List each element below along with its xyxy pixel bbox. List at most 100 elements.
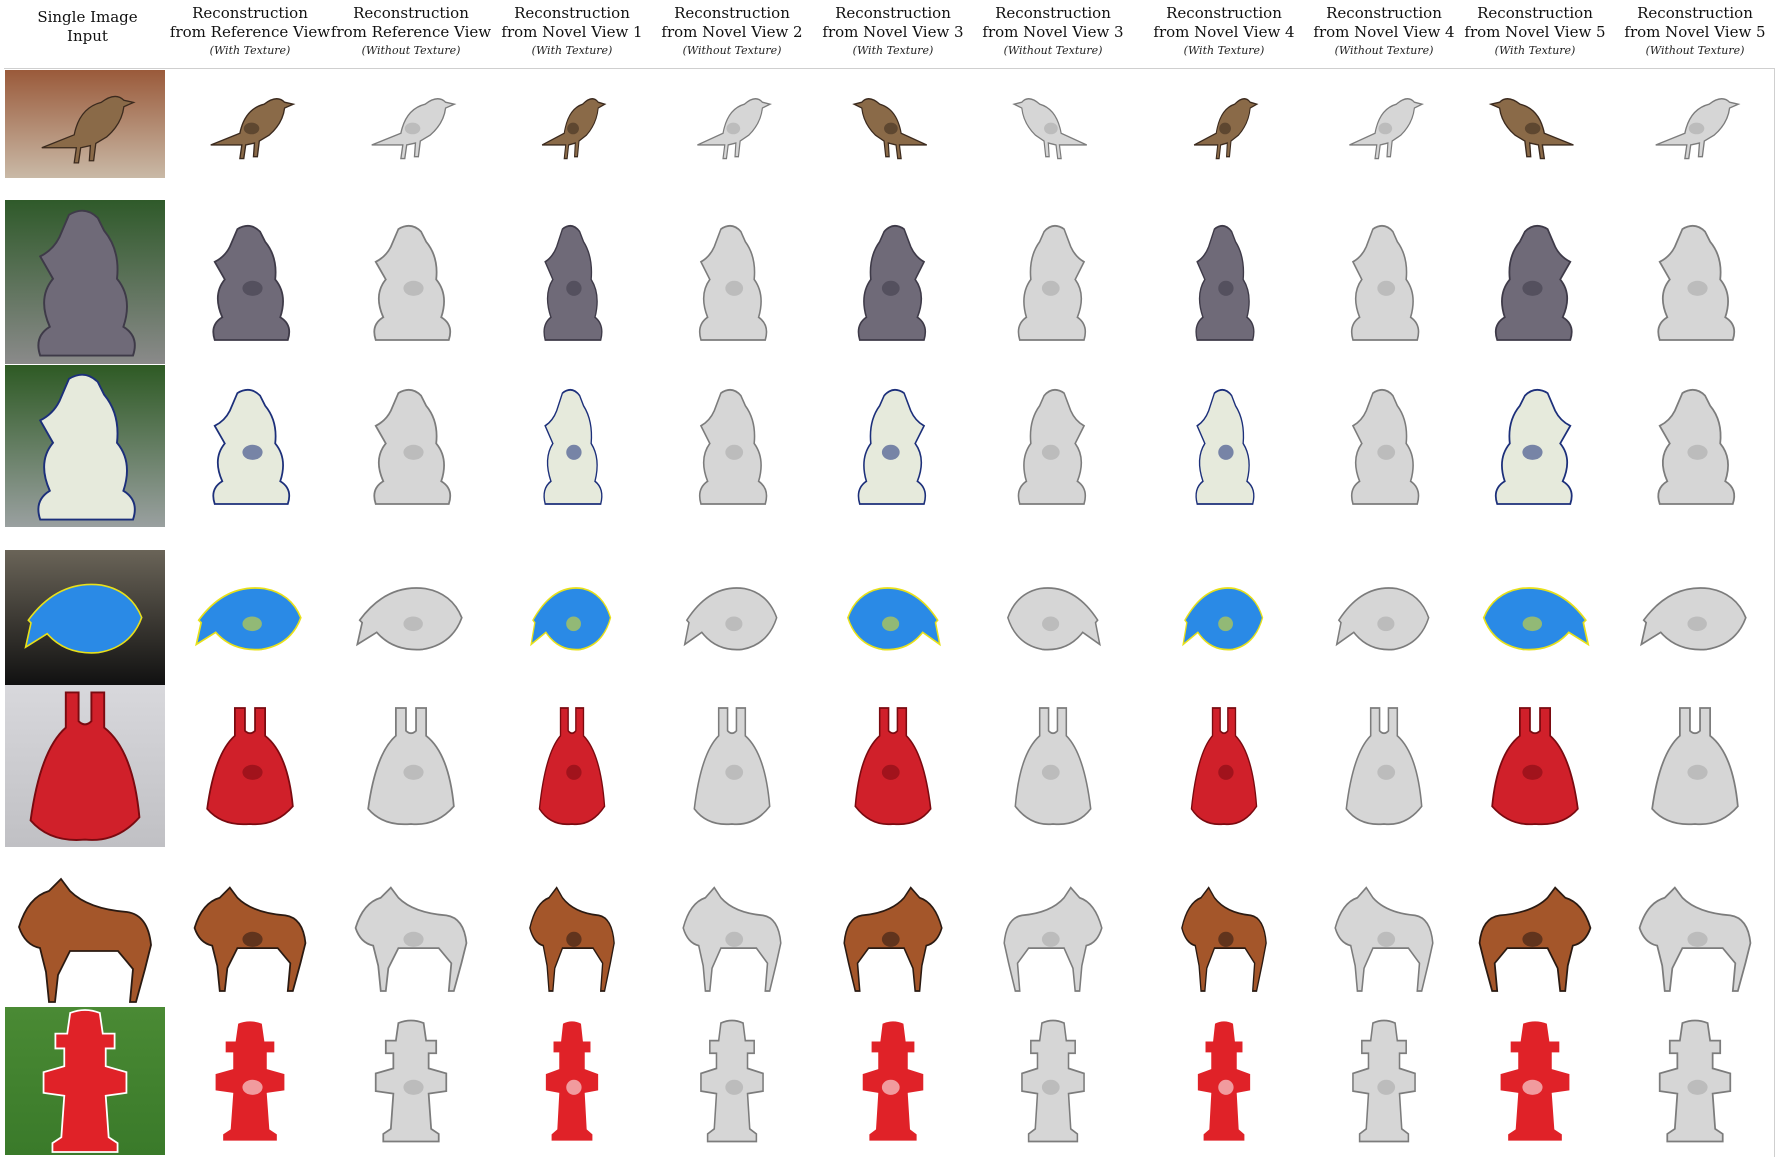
render-handbag — [854, 707, 932, 826]
column-header-text: from Novel View 4 — [1313, 23, 1455, 41]
column-header: Reconstruction from Novel View 3 (Without … — [968, 4, 1138, 59]
column-header-texture-note: (Without Texture) — [1334, 44, 1434, 57]
handbag-detail — [403, 764, 424, 780]
fire-hydrant-silhouette — [42, 1009, 128, 1153]
reconstruction-handbag-textured — [497, 685, 647, 847]
bird-detail — [1525, 123, 1541, 135]
fire-hydrant-detail — [403, 1079, 424, 1095]
render-fire-hydrant — [861, 1019, 925, 1143]
fish-detail — [882, 616, 900, 631]
bird-detail — [1689, 123, 1705, 135]
reconstruction-dragon-statue-white-untextured — [1309, 365, 1459, 527]
column-header-text: Reconstruction — [1326, 4, 1442, 22]
reconstruction-dragon-statue-untextured — [1309, 200, 1459, 364]
render-handbag — [1345, 707, 1423, 826]
dragon-statue-detail — [1218, 280, 1234, 296]
column-header-texture-note: (Without Texture) — [682, 44, 782, 57]
column-header-text: Reconstruction — [674, 4, 790, 22]
reconstruction-dragon-statue-white-textured — [175, 365, 325, 527]
reconstruction-horse-untextured — [1620, 858, 1770, 1008]
input-photo-horse — [5, 858, 165, 1008]
render-fire-hydrant — [544, 1019, 600, 1143]
reconstruction-handbag-untextured — [336, 685, 486, 847]
reconstruction-horse-textured — [1149, 858, 1299, 1008]
dragon-statue-white-detail — [1041, 444, 1060, 460]
fire-hydrant-detail — [1522, 1079, 1543, 1095]
column-header: Reconstruction from Novel View 5 (Without … — [1610, 4, 1777, 59]
reconstruction-bird-textured — [1149, 70, 1299, 178]
render-dragon-statue — [373, 225, 452, 341]
input-photo-subject — [37, 373, 136, 521]
reconstruction-dragon-statue-untextured — [978, 200, 1128, 364]
reconstruction-fish-textured — [1460, 550, 1610, 685]
render-bird — [1349, 98, 1425, 160]
reconstruction-fish-untextured — [1309, 550, 1459, 685]
column-header-texture-note: (With Texture) — [531, 44, 613, 57]
bird-detail — [726, 123, 741, 135]
reconstruction-dragon-statue-white-textured — [1460, 365, 1610, 527]
column-header-text: Reconstruction — [353, 4, 469, 22]
dragon-statue-detail — [242, 280, 263, 296]
header-input-line1: Single Image — [37, 8, 138, 26]
reconstruction-fire-hydrant-textured — [1460, 1007, 1610, 1155]
column-header-text: Reconstruction — [514, 4, 630, 22]
render-handbag — [693, 707, 771, 826]
reconstruction-horse-untextured — [657, 858, 807, 1008]
input-photo-bird — [5, 70, 165, 178]
render-bird — [542, 98, 607, 160]
render-bird — [1655, 98, 1741, 160]
column-header-text: from Novel View 5 — [1624, 23, 1766, 41]
render-fish — [530, 586, 612, 651]
bird-detail — [1044, 123, 1059, 135]
dragon-statue-detail — [881, 280, 900, 296]
input-photo-fish — [5, 550, 165, 685]
input-photo-dragon-statue-white — [5, 365, 165, 527]
reconstruction-dragon-statue-white-untextured — [336, 365, 486, 527]
dragon-statue-silhouette — [37, 209, 136, 357]
reconstruction-fire-hydrant-untextured — [1620, 1007, 1770, 1155]
reconstruction-fish-textured — [175, 550, 325, 685]
render-fish — [847, 586, 942, 651]
bird-silhouette — [41, 95, 136, 164]
fire-hydrant-detail — [1041, 1079, 1060, 1095]
reconstruction-handbag-textured — [1149, 685, 1299, 847]
reconstruction-dragon-statue-textured — [1149, 200, 1299, 364]
render-dragon-statue-white — [543, 389, 603, 505]
reconstruction-bird-textured — [818, 70, 968, 178]
horse-silhouette — [18, 877, 152, 1003]
handbag-detail — [881, 764, 900, 780]
fish-detail — [242, 616, 263, 631]
reconstruction-horse-untextured — [978, 858, 1128, 1008]
render-bird — [1489, 98, 1575, 160]
dragon-statue-white-detail — [1218, 444, 1234, 460]
render-horse — [1003, 886, 1103, 992]
reconstruction-handbag-textured — [1460, 685, 1610, 847]
reconstruction-horse-textured — [497, 858, 647, 1008]
input-photo-subject — [24, 583, 143, 654]
reconstruction-dragon-statue-textured — [497, 200, 647, 364]
render-dragon-statue — [698, 225, 768, 341]
render-horse — [1478, 886, 1592, 992]
reconstruction-horse-textured — [1460, 858, 1610, 1008]
reconstruction-dragon-statue-untextured — [336, 200, 486, 364]
horse-detail — [1522, 931, 1543, 947]
column-header: Reconstruction from Novel View 3 (With Tex… — [808, 4, 978, 59]
reconstruction-fish-untextured — [1620, 550, 1770, 685]
column-header-text: Reconstruction — [1477, 4, 1593, 22]
reconstruction-fish-textured — [497, 550, 647, 685]
render-dragon-statue — [1017, 225, 1087, 341]
dragon-statue-white-detail — [242, 444, 263, 460]
render-fire-hydrant — [1352, 1019, 1416, 1143]
render-handbag — [1491, 707, 1579, 826]
reconstruction-handbag-untextured — [1309, 685, 1459, 847]
column-header-text: Reconstruction — [1637, 4, 1753, 22]
render-horse — [1638, 886, 1752, 992]
fish-detail — [403, 616, 424, 631]
horse-detail — [242, 931, 263, 947]
reconstruction-fish-untextured — [657, 550, 807, 685]
render-dragon-statue-white — [212, 389, 291, 505]
fish-detail — [1522, 616, 1543, 631]
render-dragon-statue — [1494, 225, 1573, 341]
render-horse — [529, 886, 615, 992]
column-header-text: Reconstruction — [995, 4, 1111, 22]
